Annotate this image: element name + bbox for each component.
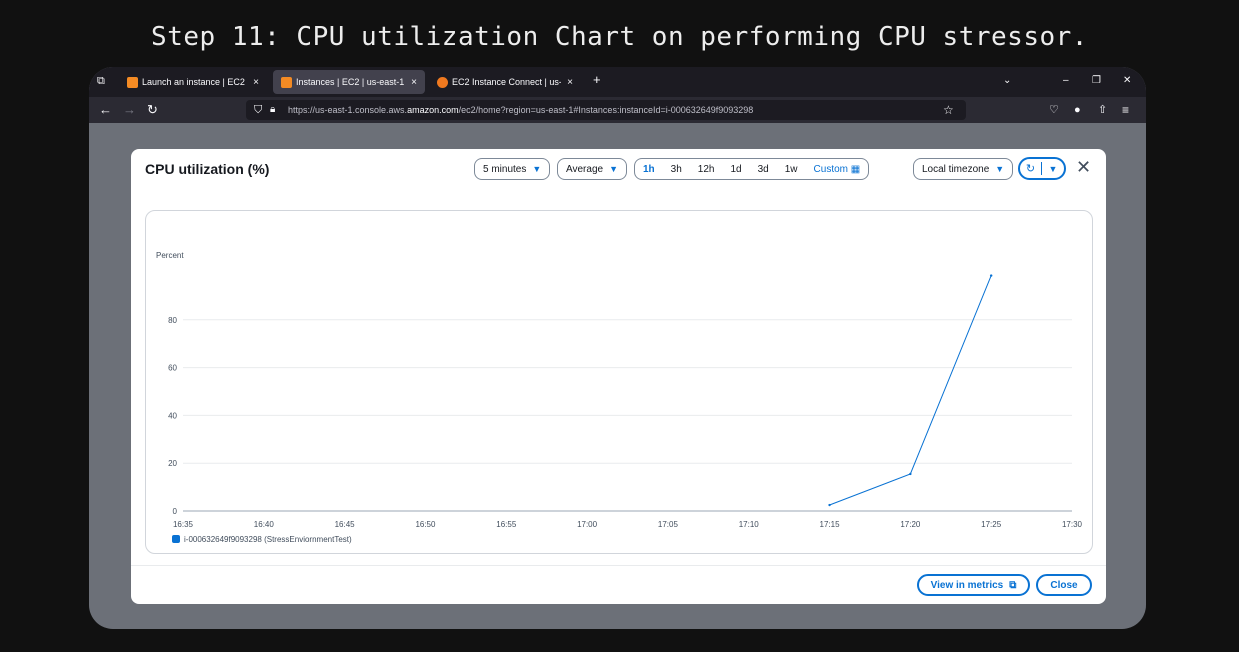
aws-favicon-icon bbox=[281, 76, 292, 88]
modal-title: CPU utilization (%) bbox=[145, 161, 270, 177]
range-1d[interactable]: 1d bbox=[730, 163, 742, 175]
x-tick-label: 17:15 bbox=[820, 520, 841, 529]
x-tick-label: 16:40 bbox=[254, 520, 275, 529]
bookmark-star-icon[interactable]: ☆ bbox=[943, 103, 954, 117]
cpu-line-chart: Percent 0 20 40 60 80 16:35 16:40 16:45 16:50 16:5… bbox=[156, 251, 1083, 544]
close-tab-icon[interactable]: × bbox=[253, 76, 259, 88]
x-tick-label: 16:55 bbox=[496, 520, 517, 529]
close-modal-icon[interactable]: ✕ bbox=[1076, 157, 1092, 177]
statistic-select[interactable]: Average ▼ bbox=[557, 158, 627, 180]
new-tab-button[interactable]: + bbox=[593, 72, 601, 87]
modal-footer-divider bbox=[131, 565, 1106, 566]
caret-down-icon: ▼ bbox=[532, 164, 542, 174]
y-tick-label: 20 bbox=[168, 459, 177, 468]
menu-icon[interactable]: ≡ bbox=[1122, 103, 1130, 117]
x-tick-label: 16:35 bbox=[173, 520, 194, 529]
extensions-icon[interactable]: ⇧ bbox=[1098, 104, 1108, 116]
series-line bbox=[829, 275, 992, 506]
tab-list-icon[interactable]: ⧉ bbox=[97, 75, 105, 87]
tab-instance-connect[interactable]: EC2 Instance Connect | us-east- × bbox=[429, 70, 581, 94]
back-icon[interactable]: ← bbox=[99, 102, 112, 117]
tab-label: EC2 Instance Connect | us-east- bbox=[452, 77, 561, 87]
tab-instances[interactable]: Instances | EC2 | us-east-1 × bbox=[273, 70, 425, 94]
custom-label: Custom bbox=[813, 163, 848, 175]
view-in-metrics-label: View in metrics bbox=[930, 579, 1004, 591]
period-select[interactable]: 5 minutes ▼ bbox=[474, 158, 551, 180]
y-tick-label: 40 bbox=[168, 411, 177, 420]
browser-window: ⧉ Launch an instance | EC2 | us-e × Inst… bbox=[89, 67, 1146, 629]
tab-launch-instance[interactable]: Launch an instance | EC2 | us-e × bbox=[119, 70, 267, 94]
cpu-utilization-modal: CPU utilization (%) 5 minutes ▼ Average … bbox=[131, 149, 1106, 604]
step-caption: Step 11: CPU utilization Chart on perfor… bbox=[151, 22, 1088, 52]
refresh-icon[interactable]: ↻ bbox=[1020, 162, 1043, 175]
x-tick-label: 17:00 bbox=[577, 520, 598, 529]
restore-icon[interactable]: ❐ bbox=[1092, 75, 1101, 86]
url-domain: amazon.com bbox=[407, 105, 459, 115]
chevron-down-icon[interactable]: ⌄ bbox=[1003, 75, 1012, 86]
x-tick-label: 17:05 bbox=[658, 520, 679, 529]
shield-icon: ⛉ bbox=[254, 104, 263, 116]
caret-down-icon: ▼ bbox=[609, 164, 618, 174]
range-3d[interactable]: 3d bbox=[757, 163, 769, 175]
reload-icon[interactable]: ↻ bbox=[147, 102, 158, 117]
forward-icon[interactable]: → bbox=[123, 102, 136, 117]
data-point bbox=[989, 274, 993, 277]
window-close-icon[interactable]: ✕ bbox=[1123, 75, 1132, 86]
time-range-selector: 1h 3h 12h 1d 3d 1w Custom ▦ bbox=[634, 158, 870, 180]
tab-label: Instances | EC2 | us-east-1 bbox=[296, 77, 405, 87]
calendar-icon: ▦ bbox=[850, 163, 861, 175]
y-tick-label: 60 bbox=[168, 364, 177, 373]
timezone-value: Local timezone bbox=[922, 163, 990, 175]
account-icon[interactable]: ● bbox=[1074, 104, 1081, 116]
statistic-value: Average bbox=[566, 163, 604, 175]
address-bar[interactable]: ⛉ 🔒︎ https://us-east-1.console.aws.amazo… bbox=[246, 100, 966, 120]
minimize-icon[interactable]: – bbox=[1063, 75, 1069, 86]
url-suffix: /ec2/home?region=us-east-1#Instances:ins… bbox=[458, 105, 754, 115]
period-value: 5 minutes bbox=[483, 163, 527, 175]
close-tab-icon[interactable]: × bbox=[411, 76, 417, 88]
navigation-bar: ← → ↻ ⛉ 🔒︎ https://us-east-1.console.aws… bbox=[89, 97, 1146, 123]
refresh-options-icon[interactable]: ▼ bbox=[1048, 163, 1058, 174]
url-prefix: https://us-east-1.console.aws. bbox=[288, 105, 408, 115]
view-in-metrics-button[interactable]: View in metrics ⧉ bbox=[917, 574, 1030, 596]
y-tick-label: 0 bbox=[173, 507, 178, 516]
range-custom[interactable]: Custom ▦ bbox=[806, 164, 869, 175]
x-tick-label: 17:10 bbox=[739, 520, 760, 529]
lock-icon: 🔒︎ bbox=[270, 104, 276, 115]
x-tick-label: 16:50 bbox=[415, 520, 436, 529]
pocket-icon[interactable]: ♡ bbox=[1049, 104, 1059, 116]
x-tick-label: 17:25 bbox=[981, 520, 1002, 529]
data-point bbox=[909, 472, 912, 476]
cube-favicon-icon bbox=[437, 76, 448, 88]
aws-favicon-icon bbox=[127, 76, 138, 88]
x-tick-label: 17:30 bbox=[1062, 520, 1083, 529]
timezone-select[interactable]: Local timezone ▼ bbox=[913, 158, 1014, 180]
range-12h[interactable]: 12h bbox=[697, 163, 715, 175]
range-1h[interactable]: 1h bbox=[643, 163, 655, 175]
tab-bar: ⧉ Launch an instance | EC2 | us-e × Inst… bbox=[89, 67, 1146, 97]
refresh-button-group: ↻ ▼ bbox=[1018, 157, 1066, 180]
data-point bbox=[828, 503, 831, 507]
chart-container: Percent 0 20 40 60 80 16:35 16:40 16:45 16:50 16:5… bbox=[145, 210, 1093, 554]
caret-down-icon: ▼ bbox=[995, 164, 1005, 174]
legend-entry: i-000632649f9093298 (StressEnviornmentTe… bbox=[184, 535, 352, 544]
y-axis-label: Percent bbox=[156, 251, 184, 260]
range-3h[interactable]: 3h bbox=[670, 163, 682, 175]
x-tick-label: 17:20 bbox=[900, 520, 921, 529]
x-tick-label: 16:45 bbox=[335, 520, 356, 529]
close-button[interactable]: Close bbox=[1036, 574, 1092, 596]
close-tab-icon[interactable]: × bbox=[567, 76, 573, 88]
tab-label: Launch an instance | EC2 | us-e bbox=[142, 77, 247, 87]
y-tick-label: 80 bbox=[168, 316, 177, 325]
external-link-icon: ⧉ bbox=[1009, 579, 1017, 591]
range-1w[interactable]: 1w bbox=[784, 163, 798, 175]
legend-swatch bbox=[172, 535, 180, 543]
